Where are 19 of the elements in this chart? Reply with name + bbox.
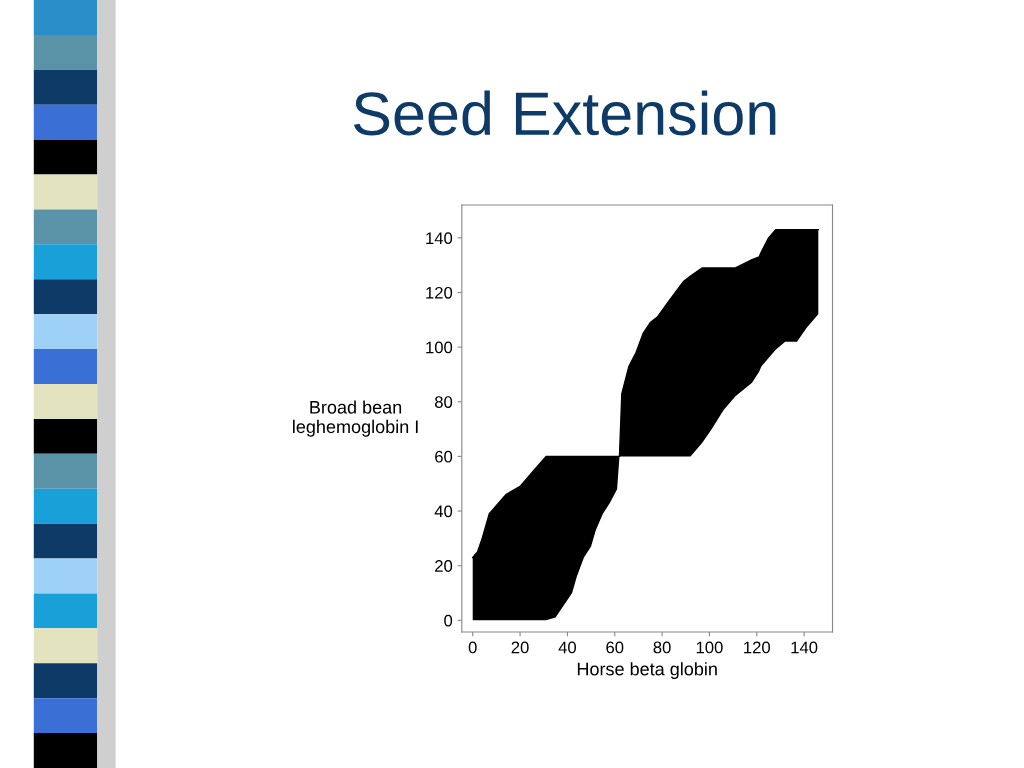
- x-tick-label: 80: [653, 641, 671, 654]
- chart-title: Seed Extension: [354, 90, 776, 136]
- x-tick-label: 0: [468, 641, 477, 654]
- x-tick-label: 120: [744, 641, 771, 654]
- x-tick-label: 60: [606, 641, 624, 654]
- y-tick-label: 120: [426, 286, 453, 299]
- x-tick-label: 140: [791, 641, 818, 654]
- x-axis-title: Horse beta globin: [577, 662, 717, 680]
- y-tick-label: 80: [434, 396, 453, 408]
- x-tick-label: 100: [696, 641, 723, 654]
- x-tick-label: 20: [511, 641, 529, 654]
- y-axis-title: Broad bean leghemoglobin I: [293, 400, 418, 437]
- y-tick-label: 0: [444, 614, 453, 627]
- y-tick-label: 20: [435, 560, 453, 572]
- x-tick-label: 40: [558, 641, 577, 654]
- y-tick-label: 140: [426, 232, 453, 245]
- y-tick-label: 100: [426, 341, 453, 354]
- y-tick-label: 60: [435, 450, 453, 463]
- y-tick-label: 40: [434, 505, 453, 518]
